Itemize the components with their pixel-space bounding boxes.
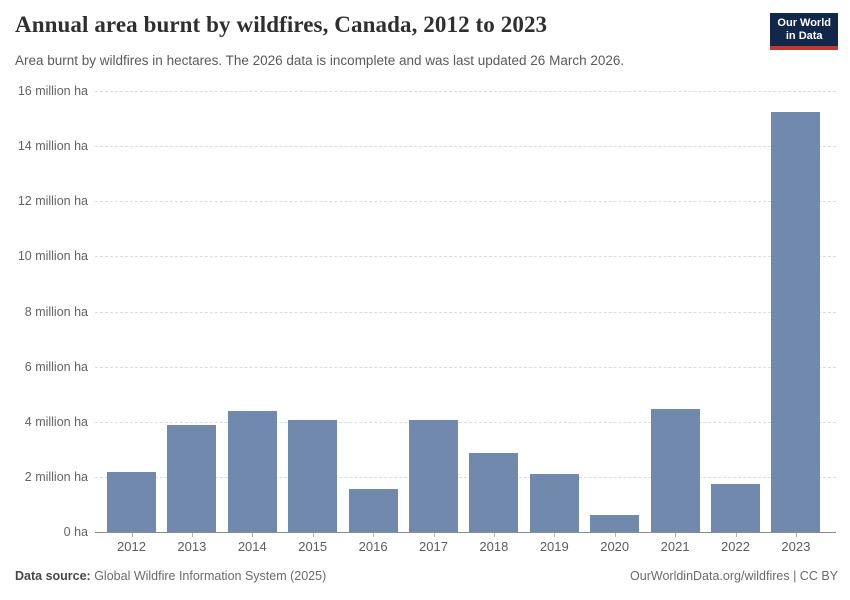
owid-logo-line2: in Data xyxy=(785,30,823,43)
y-axis-tick-label: 14 million ha xyxy=(17,139,88,153)
bar-2013[interactable] xyxy=(167,425,217,532)
x-axis-tick-mark xyxy=(312,533,314,537)
x-axis-tick-mark xyxy=(493,533,495,537)
y-axis-tick-label: 2 million ha xyxy=(24,470,88,484)
y-axis-tick-label: 16 million ha xyxy=(17,84,88,98)
x-axis-tick-mark xyxy=(191,533,193,537)
x-axis-tick-label: 2014 xyxy=(237,539,267,554)
bar-2016[interactable] xyxy=(348,489,398,532)
x-axis-tick-label: 2013 xyxy=(177,539,207,554)
x-axis-tick-label: 2018 xyxy=(479,539,509,554)
x-axis-tick-mark xyxy=(433,533,435,537)
bar-2014[interactable] xyxy=(227,411,277,532)
bar-2022[interactable] xyxy=(711,484,760,532)
x-axis-tick-mark xyxy=(252,533,254,537)
x-axis-tick-mark xyxy=(735,533,737,537)
y-axis-tick-label: 12 million ha xyxy=(17,194,88,208)
gridline xyxy=(95,256,836,257)
data-source-text: Global Wildfire Information System (2025… xyxy=(90,569,327,583)
chart-title: Annual area burnt by wildfires, Canada, … xyxy=(15,12,548,37)
gridline xyxy=(95,367,836,368)
gridline xyxy=(95,422,836,423)
bar-2023[interactable] xyxy=(771,112,821,532)
y-axis-tick-label: 0 ha xyxy=(63,525,88,539)
bar-2020[interactable] xyxy=(590,515,640,532)
gridline xyxy=(95,312,836,313)
x-axis-tick-mark xyxy=(373,533,375,537)
x-axis-tick-label: 2016 xyxy=(358,539,388,554)
x-axis-tick-mark xyxy=(795,533,797,537)
attribution-link[interactable]: OurWorldinData.org/wildfires | CC BY xyxy=(630,569,838,583)
gridline xyxy=(95,91,836,92)
y-axis-tick-label: 8 million ha xyxy=(24,305,88,319)
x-axis-tick-label: 2023 xyxy=(781,539,811,554)
data-source-label: Data source: xyxy=(15,569,91,583)
x-axis-tick-label: 2019 xyxy=(539,539,569,554)
gridline xyxy=(95,477,836,478)
bar-2019[interactable] xyxy=(529,474,579,532)
y-axis-tick-label: 6 million ha xyxy=(24,360,88,374)
x-axis-line xyxy=(95,532,836,533)
x-axis-tick-label: 2012 xyxy=(117,539,146,554)
gridline xyxy=(95,201,836,202)
x-axis-tick-label: 2020 xyxy=(600,539,630,554)
x-axis-tick-label: 2015 xyxy=(298,539,328,554)
data-source-note: Data source: Global Wildfire Information… xyxy=(15,569,326,583)
gridline xyxy=(95,146,836,147)
owid-logo[interactable]: Our World in Data xyxy=(770,13,838,51)
x-axis-tick-label: 2021 xyxy=(660,539,690,554)
x-axis-tick-mark xyxy=(675,533,677,537)
owid-logo-line1: Our World xyxy=(777,17,831,29)
chart-subtitle: Area burnt by wildfires in hectares. The… xyxy=(15,53,625,68)
bar-2018[interactable] xyxy=(469,453,519,532)
y-axis-tick-label: 10 million ha xyxy=(17,249,88,263)
bar-2017[interactable] xyxy=(409,420,458,532)
x-axis-tick-mark xyxy=(614,533,616,537)
bar-2021[interactable] xyxy=(650,409,700,532)
bar-2012[interactable] xyxy=(107,472,156,532)
x-axis-tick-mark xyxy=(131,533,133,537)
bar-2015[interactable] xyxy=(288,420,338,532)
x-axis-tick-label: 2017 xyxy=(419,539,448,554)
y-axis-tick-label: 4 million ha xyxy=(24,415,88,429)
x-axis-tick-mark xyxy=(554,533,556,537)
x-axis-tick-label: 2022 xyxy=(721,539,750,554)
chart-footer: Data source: Global Wildfire Information… xyxy=(15,569,838,583)
